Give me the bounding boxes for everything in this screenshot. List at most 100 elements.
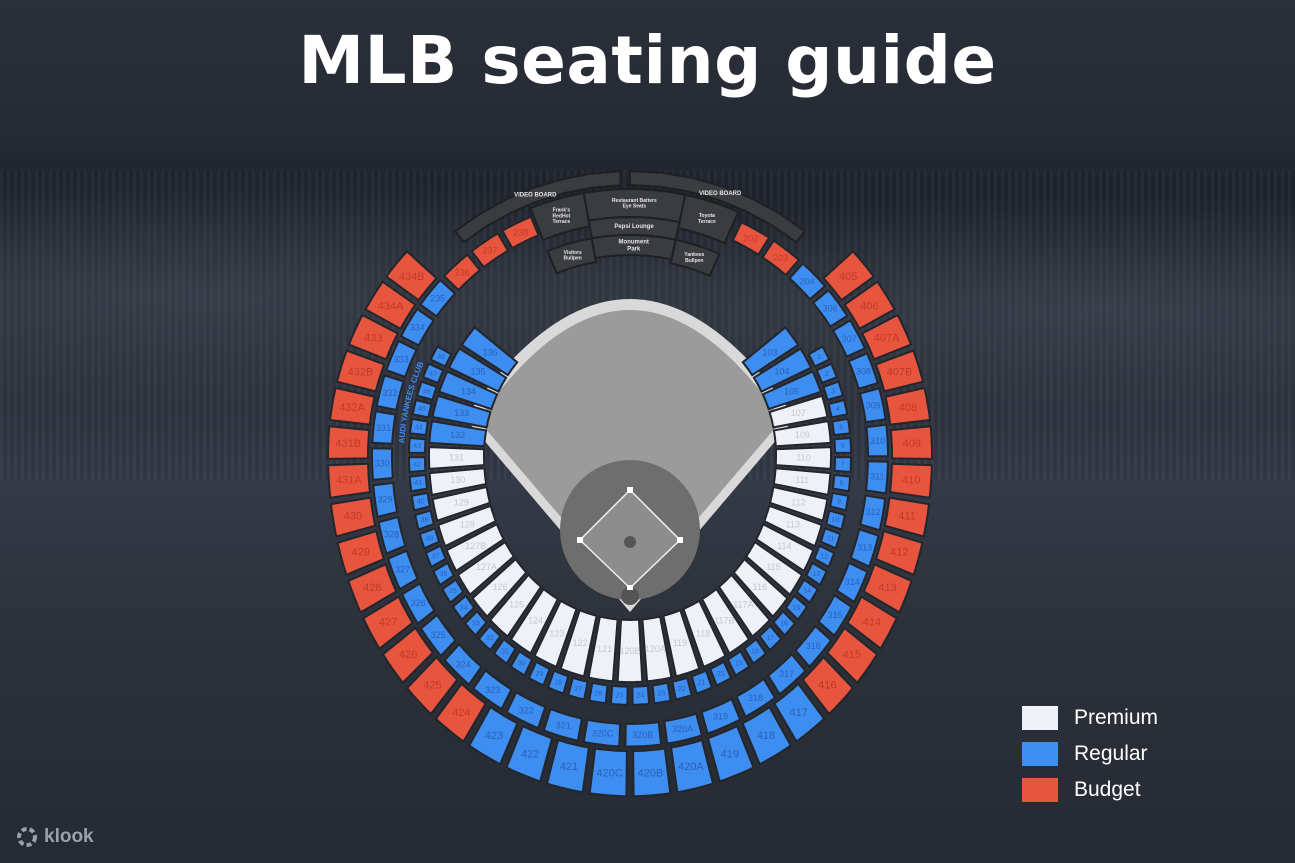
section-308-shape[interactable] bbox=[847, 351, 880, 390]
section-130-shape[interactable] bbox=[428, 467, 488, 497]
section-26-shape[interactable] bbox=[588, 681, 609, 705]
section-23-shape[interactable] bbox=[651, 681, 672, 705]
section-9[interactable]: 9 bbox=[829, 491, 850, 512]
section-126-shape[interactable] bbox=[471, 557, 528, 619]
section-14-shape[interactable] bbox=[795, 578, 819, 605]
section-125[interactable]: 125 bbox=[488, 573, 543, 639]
section-327[interactable]: 327 bbox=[386, 549, 419, 591]
section-135[interactable]: 135 bbox=[447, 347, 508, 393]
section-1[interactable]: 1 bbox=[807, 345, 831, 368]
section-120A-shape[interactable] bbox=[641, 615, 673, 683]
section-9-shape[interactable] bbox=[829, 491, 850, 512]
section-122-shape[interactable] bbox=[559, 608, 598, 678]
section-15[interactable]: 15 bbox=[784, 594, 809, 622]
section-44[interactable]: 44 bbox=[409, 417, 429, 437]
section-324[interactable]: 324 bbox=[443, 642, 483, 687]
section-319[interactable]: 319 bbox=[700, 697, 742, 735]
section-315-shape[interactable] bbox=[817, 593, 853, 638]
section-109[interactable]: 109 bbox=[772, 420, 832, 448]
section-36[interactable]: 36 bbox=[432, 561, 456, 587]
section-12-shape[interactable] bbox=[812, 544, 836, 569]
section-432B-shape[interactable] bbox=[335, 349, 386, 393]
section-434B[interactable]: 434B bbox=[384, 249, 438, 302]
section-328-shape[interactable] bbox=[377, 515, 407, 555]
section-121[interactable]: 121 bbox=[587, 615, 619, 683]
section-104-shape[interactable] bbox=[752, 347, 813, 393]
section-316-shape[interactable] bbox=[794, 624, 833, 669]
section-325[interactable]: 325 bbox=[419, 613, 457, 658]
section-306[interactable]: 306 bbox=[811, 288, 849, 328]
section-310[interactable]: 310 bbox=[865, 423, 889, 458]
section-1-shape[interactable] bbox=[807, 345, 831, 368]
section-411[interactable]: 411 bbox=[883, 496, 931, 538]
section-120B[interactable]: 120B bbox=[616, 618, 644, 684]
section-117A-shape[interactable] bbox=[717, 573, 772, 639]
section-117B-shape[interactable] bbox=[700, 587, 751, 655]
section-23[interactable]: 23 bbox=[651, 681, 672, 705]
section-33-shape[interactable] bbox=[463, 609, 488, 637]
section-136-shape[interactable] bbox=[460, 325, 519, 377]
section-127A-shape[interactable] bbox=[456, 540, 516, 597]
section-123-shape[interactable] bbox=[533, 599, 578, 669]
section-29-shape[interactable] bbox=[527, 660, 551, 687]
section-326-shape[interactable] bbox=[400, 582, 436, 626]
section-44-shape[interactable] bbox=[409, 417, 429, 437]
section-2-shape[interactable] bbox=[815, 362, 839, 385]
section-41-shape[interactable] bbox=[408, 473, 429, 493]
section-320A[interactable]: 320A bbox=[663, 712, 704, 745]
section-104[interactable]: 104 bbox=[752, 347, 813, 393]
section-18[interactable]: 18 bbox=[743, 637, 768, 665]
section-126[interactable]: 126 bbox=[471, 557, 528, 619]
section-112[interactable]: 112 bbox=[768, 485, 829, 522]
section-317-shape[interactable] bbox=[766, 652, 807, 696]
section-48-shape[interactable] bbox=[429, 345, 453, 368]
section-27-shape[interactable] bbox=[567, 676, 589, 701]
section-202-shape[interactable] bbox=[731, 220, 771, 256]
section-414-shape[interactable] bbox=[846, 595, 898, 651]
section-22-shape[interactable] bbox=[671, 676, 693, 701]
section-412-shape[interactable] bbox=[874, 529, 924, 577]
section-421[interactable]: 421 bbox=[545, 738, 591, 794]
section-13-shape[interactable] bbox=[804, 561, 828, 587]
section-119-shape[interactable] bbox=[662, 608, 701, 678]
section-237[interactable]: 237 bbox=[470, 232, 510, 269]
section-123[interactable]: 123 bbox=[533, 599, 578, 669]
section-124[interactable]: 124 bbox=[509, 587, 560, 655]
section-30[interactable]: 30 bbox=[509, 649, 534, 677]
section-105[interactable]: 105 bbox=[761, 370, 823, 411]
section-420C-shape[interactable] bbox=[588, 747, 628, 798]
section-317[interactable]: 317 bbox=[766, 652, 807, 696]
section-408-shape[interactable] bbox=[884, 386, 932, 426]
section-410[interactable]: 410 bbox=[888, 462, 933, 499]
section-3-shape[interactable] bbox=[822, 380, 845, 402]
section-110-shape[interactable] bbox=[774, 446, 832, 470]
section-47[interactable]: 47 bbox=[421, 362, 445, 385]
section-109-shape[interactable] bbox=[772, 420, 832, 448]
section-21-shape[interactable] bbox=[690, 669, 714, 695]
section-112-shape[interactable] bbox=[768, 485, 829, 522]
section-30-shape[interactable] bbox=[509, 649, 534, 677]
section-405-shape[interactable] bbox=[822, 249, 876, 302]
section-409[interactable]: 409 bbox=[889, 425, 933, 460]
section-17[interactable]: 17 bbox=[758, 624, 783, 652]
section-407A-shape[interactable] bbox=[860, 313, 913, 361]
section-107[interactable]: 107 bbox=[768, 394, 829, 429]
section-19-shape[interactable] bbox=[726, 649, 751, 677]
section-429-shape[interactable] bbox=[336, 529, 386, 577]
section-10-shape[interactable] bbox=[824, 509, 847, 531]
section-410-shape[interactable] bbox=[888, 462, 933, 499]
section-28-shape[interactable] bbox=[546, 669, 570, 695]
section-11[interactable]: 11 bbox=[819, 526, 842, 550]
section-322[interactable]: 322 bbox=[505, 690, 547, 730]
section-132-shape[interactable] bbox=[428, 420, 488, 448]
section-424[interactable]: 424 bbox=[434, 682, 487, 743]
section-8-shape[interactable] bbox=[831, 473, 852, 493]
section-430[interactable]: 430 bbox=[329, 496, 377, 538]
section-11-shape[interactable] bbox=[819, 526, 842, 550]
section-2[interactable]: 2 bbox=[815, 362, 839, 385]
section-333[interactable]: 333 bbox=[385, 339, 418, 379]
section-418-shape[interactable] bbox=[741, 705, 793, 766]
section-306-shape[interactable] bbox=[811, 288, 849, 328]
section-39-shape[interactable] bbox=[413, 509, 436, 531]
section-415[interactable]: 415 bbox=[825, 626, 879, 685]
